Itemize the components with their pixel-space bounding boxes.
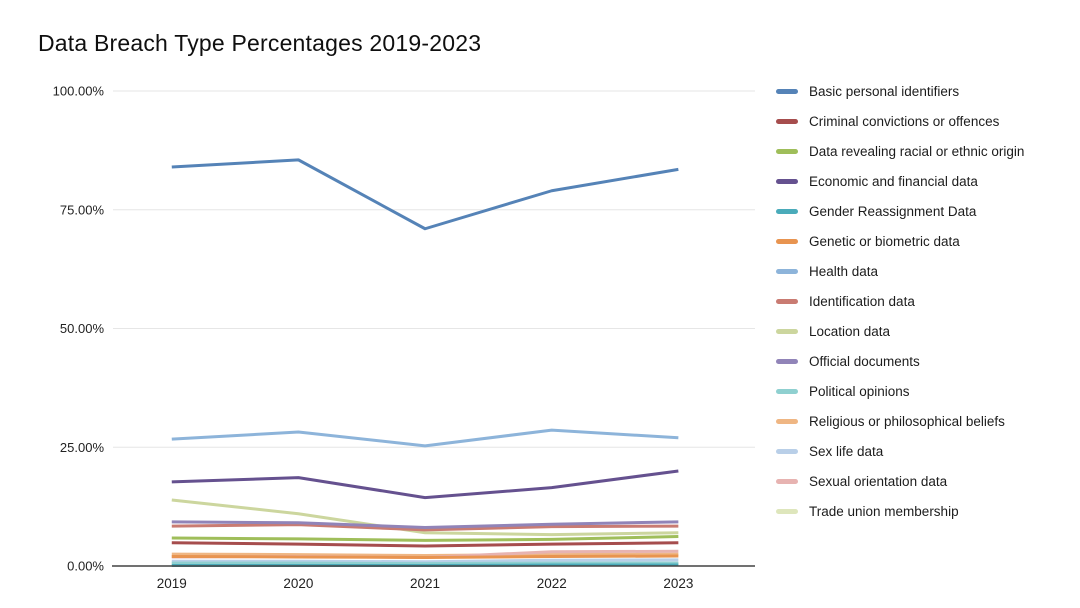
legend-item: Gender Reassignment Data [776,203,1068,220]
legend-item: Sex life data [776,443,1068,460]
series-line-identification-data [171,523,679,532]
series-line-location-data [171,498,679,537]
series-line-criminal-convictions-or-offences [171,541,679,548]
y-axis-tick-label: 75.00% [60,202,105,217]
legend-swatch-icon [776,119,798,124]
legend-swatch-icon [776,449,798,454]
legend-swatch-icon [776,89,798,94]
legend-item: Political opinions [776,383,1068,400]
series-line-data-revealing-racial-or-ethnic-origin [171,535,679,542]
legend-item: Sexual orientation data [776,473,1068,490]
series-line-official-documents [171,520,679,530]
legend-label: Data revealing racial or ethnic origin [809,144,1025,159]
legend-item: Economic and financial data [776,173,1068,190]
legend-label: Basic personal identifiers [809,84,960,99]
legend-label: Political opinions [809,384,910,399]
legend-label: Economic and financial data [809,174,978,189]
legend-label: Official documents [809,354,920,369]
chart-legend: Basic personal identifiers Criminal convi… [776,83,1068,533]
legend-swatch-icon [776,149,798,154]
series-line-economic-and-financial-data [171,469,679,500]
legend-swatch-icon [776,419,798,424]
legend-swatch-icon [776,329,798,334]
legend-label: Health data [809,264,879,279]
y-axis-tick-label: 100.00% [53,84,105,99]
legend-label: Gender Reassignment Data [809,204,977,219]
series-line-religious-or-philosophical-beliefs [171,552,679,558]
legend-label: Sexual orientation data [809,474,948,489]
legend-label: Identification data [809,294,915,309]
legend-swatch-icon [776,479,798,484]
legend-swatch-icon [776,299,798,304]
legend-label: Genetic or biometric data [809,234,960,249]
legend-item: Basic personal identifiers [776,83,1068,100]
legend-item: Data revealing racial or ethnic origin [776,143,1068,160]
series-line-genetic-or-biometric-data [171,554,679,559]
series-line-basic-personal-identifiers [171,158,679,231]
legend-label: Trade union membership [809,504,959,519]
series-line-sex-life-data [171,558,679,564]
legend-swatch-icon [776,209,798,214]
line-chart-plot-area: 100.00% 75.00% 50.00% 25.00% 0.00% 2019 2020 20… [53,84,755,591]
chart-title: Data Breach Type Percentages 2019-2023 [38,30,482,56]
legend-label: Religious or philosophical beliefs [809,414,1005,429]
legend-swatch-icon [776,239,798,244]
x-axis-tick-label: 2022 [537,576,567,591]
x-axis-tick-label: 2021 [410,576,440,591]
x-axis-tick-label: 2023 [663,576,693,591]
x-axis-tick-label: 2019 [157,576,187,591]
legend-item: Genetic or biometric data [776,233,1068,250]
legend-label: Criminal convictions or offences [809,114,1000,129]
legend-item: Criminal convictions or offences [776,113,1068,130]
legend-label: Sex life data [809,444,884,459]
legend-item: Health data [776,263,1068,280]
y-axis-tick-label: 50.00% [60,321,105,336]
y-axis-tick-label: 0.00% [67,559,104,574]
legend-swatch-icon [776,509,798,514]
legend-label: Location data [809,324,891,339]
y-axis-tick-label: 25.00% [60,440,105,455]
legend-swatch-icon [776,179,798,184]
x-axis-tick-label: 2020 [283,576,313,591]
legend-item: Location data [776,323,1068,340]
legend-swatch-icon [776,269,798,274]
legend-item: Identification data [776,293,1068,310]
legend-item: Trade union membership [776,503,1068,520]
legend-swatch-icon [776,389,798,394]
legend-swatch-icon [776,359,798,364]
legend-item: Religious or philosophical beliefs [776,413,1068,430]
series-line-health-data [171,428,679,448]
legend-item: Official documents [776,353,1068,370]
